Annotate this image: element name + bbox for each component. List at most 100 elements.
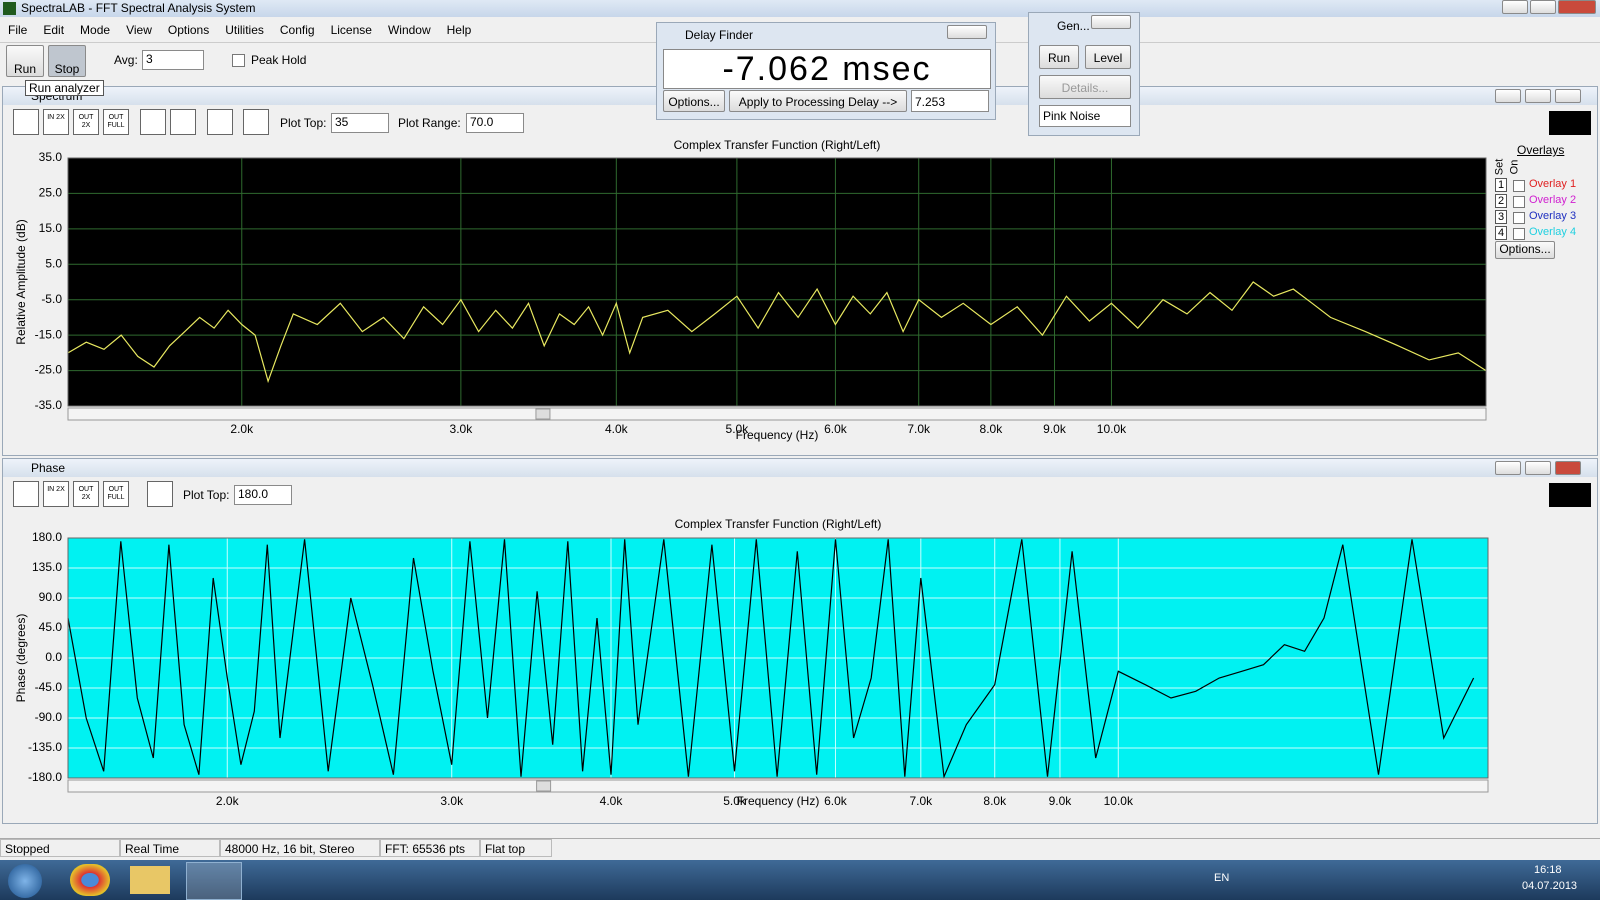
scale-button[interactable]: [243, 109, 269, 135]
plot-top-label: Plot Top:: [183, 488, 230, 502]
explorer-taskbar-icon[interactable]: [130, 866, 170, 894]
menu-item[interactable]: Edit: [43, 23, 65, 37]
spectralab-taskbar-icon[interactable]: [186, 862, 242, 900]
plot-range-value: 70.0: [470, 115, 494, 129]
zoom-button[interactable]: OUT 2X: [73, 481, 99, 507]
overlay-row: 4 Overlay 4: [1495, 226, 1591, 242]
menu-item[interactable]: Mode: [80, 23, 111, 37]
menu-item[interactable]: Utilities: [225, 23, 264, 37]
close-button[interactable]: [1558, 0, 1596, 14]
plot-top-value: 180.0: [238, 487, 269, 501]
generator-window: Gen... Run Level Details... Pink Noise: [1028, 12, 1140, 136]
x-tick-label: 2.0k: [230, 422, 254, 436]
close-button[interactable]: [1555, 89, 1581, 103]
status-cell: Real Time: [120, 839, 220, 857]
plot-frame: [67, 537, 1489, 779]
avg-select[interactable]: 3: [142, 50, 204, 70]
plot-range-input[interactable]: 70.0: [466, 113, 524, 133]
run-label: Run: [13, 62, 36, 76]
overlay-checkbox[interactable]: [1513, 196, 1525, 208]
delay-options-label: Options...: [668, 95, 720, 109]
minimize-button[interactable]: [1495, 461, 1521, 475]
menu-item[interactable]: License: [330, 23, 372, 37]
chart-title: Complex Transfer Function (Right/Left): [675, 517, 882, 531]
menu-item[interactable]: Options: [167, 23, 210, 37]
overlays-panel: Overlays Set On 1 Overlay 1 2 Overlay 2 3 Ove…: [1493, 141, 1593, 271]
gen-run-button[interactable]: Run: [1039, 45, 1079, 69]
status-cell: FFT: 65536 pts: [380, 839, 480, 857]
delay-finder-window: Delay Finder -7.062 msec Options... Appl…: [656, 22, 996, 120]
status-bar: Stopped Real Time 48000 Hz, 16 bit, Stereo…: [0, 838, 1600, 859]
minimize-button[interactable]: [1495, 89, 1521, 103]
close-button[interactable]: [1091, 15, 1131, 29]
overlay-number: 2: [1495, 194, 1508, 208]
menu-item[interactable]: File: [8, 23, 28, 37]
bar-mode-button[interactable]: [170, 109, 196, 135]
scrollbar[interactable]: [67, 779, 1489, 793]
menu-item[interactable]: View: [126, 23, 152, 37]
gen-details-button[interactable]: Details...: [1039, 75, 1131, 99]
plot-top-input[interactable]: 180.0: [234, 485, 292, 505]
settings-button[interactable]: [207, 109, 233, 135]
close-button[interactable]: [947, 25, 987, 39]
phase-chart: Complex Transfer Function (Right/Left) 18…: [14, 517, 1489, 808]
y-tick-label: 5.0: [45, 256, 62, 270]
menu-item[interactable]: Help: [446, 23, 472, 37]
generator-icon[interactable]: [1549, 483, 1591, 507]
y-tick-label: 35.0: [39, 150, 63, 164]
plot-background: [68, 158, 1486, 406]
scroll-thumb[interactable]: [535, 408, 551, 420]
close-button[interactable]: [1555, 461, 1581, 475]
x-tick-label: 5.0k: [726, 422, 750, 436]
x-tick-label: 5.0k: [723, 794, 747, 808]
x-tick-label: 7.0k: [907, 422, 931, 436]
zoom-button[interactable]: [13, 109, 39, 135]
zoom-button[interactable]: IN 2X: [43, 109, 69, 135]
delay-value-input[interactable]: 7.253: [911, 90, 989, 112]
phase-title: Phase: [31, 461, 66, 475]
gen-run-label: Run: [1047, 51, 1070, 65]
chrome-taskbar-icon[interactable]: [70, 864, 110, 896]
overlay-label: Overlay 4: [1529, 226, 1577, 238]
zoom-button[interactable]: IN 2X: [43, 481, 69, 507]
scroll-thumb[interactable]: [536, 780, 552, 792]
signal-select[interactable]: Pink Noise: [1039, 105, 1131, 127]
status-cell: 48000 Hz, 16 bit, Stereo: [220, 839, 380, 857]
gen-level-button[interactable]: Level: [1085, 45, 1131, 69]
y-tick-label: -5.0: [41, 292, 62, 306]
title-bar: SpectraLAB - FFT Spectral Analysis Syste…: [0, 0, 1600, 17]
run-button[interactable]: Run: [6, 45, 44, 77]
delay-options-button[interactable]: Options...: [663, 90, 725, 112]
menu-item[interactable]: Config: [279, 23, 315, 37]
zoom-button[interactable]: OUT FULL: [103, 481, 129, 507]
overlay-checkbox[interactable]: [1513, 228, 1525, 240]
line-mode-button[interactable]: [140, 109, 166, 135]
y-tick-label: 90.0: [39, 590, 63, 604]
overlay-checkbox[interactable]: [1513, 180, 1525, 192]
stop-button[interactable]: Stop: [48, 45, 86, 77]
apply-delay-button[interactable]: Apply to Processing Delay -->: [729, 90, 907, 112]
overlay-label: Overlay 3: [1529, 210, 1577, 222]
start-button[interactable]: [8, 864, 42, 898]
x-tick-label: 2.0k: [216, 794, 240, 808]
peak-hold-checkbox[interactable]: [232, 54, 245, 67]
overlay-options-button[interactable]: Options...: [1495, 241, 1555, 259]
overlay-checkbox[interactable]: [1513, 212, 1525, 224]
maximize-button[interactable]: [1525, 461, 1551, 475]
zoom-button[interactable]: OUT FULL: [103, 109, 129, 135]
maximize-button[interactable]: [1530, 0, 1556, 14]
generator-icon[interactable]: [1549, 111, 1591, 135]
x-tick-label: 7.0k: [909, 794, 933, 808]
delay-finder-title: Delay Finder: [685, 28, 754, 42]
menu-item[interactable]: Window: [387, 23, 431, 37]
plot-top-input[interactable]: 35: [331, 113, 389, 133]
minimize-button[interactable]: [1502, 0, 1528, 14]
zoom-button[interactable]: OUT 2X: [73, 109, 99, 135]
scrollbar[interactable]: [67, 407, 1487, 421]
maximize-button[interactable]: [1525, 89, 1551, 103]
tooltip: Run analyzer: [25, 80, 104, 96]
overlay-row: 1 Overlay 1: [1495, 178, 1591, 194]
gen-level-label: Level: [1093, 51, 1123, 65]
zoom-button[interactable]: [13, 481, 39, 507]
settings-button[interactable]: [147, 481, 173, 507]
